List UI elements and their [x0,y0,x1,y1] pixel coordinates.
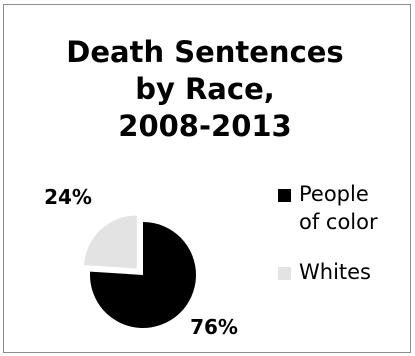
data-label-whites: 24% [44,185,92,209]
legend-label-whites: Whites [299,260,372,284]
pie-slice-people-of-color [90,222,196,328]
chart-frame [3,4,411,353]
pie-slices [83,215,196,328]
chart-title: Death Sentences by Race, 2008-2013 [30,34,380,145]
data-label-people-of-color: 76% [190,315,238,339]
legend-item-people-of-color: People of color [275,180,405,236]
pie-slice-whites [83,215,137,269]
legend-label-line-1: People [299,182,369,206]
chart-title-line-2: by Race, [135,72,275,106]
legend-item-whites: Whites [275,258,405,286]
legend-swatch-whites [278,267,291,280]
legend-swatch-people-of-color [278,189,291,202]
legend-label-line-2: of color [299,210,378,234]
chart-legend: People of color Whites [275,180,405,308]
chart-title-line-1: Death Sentences [66,35,344,69]
chart-title-line-3: 2008-2013 [118,109,292,143]
